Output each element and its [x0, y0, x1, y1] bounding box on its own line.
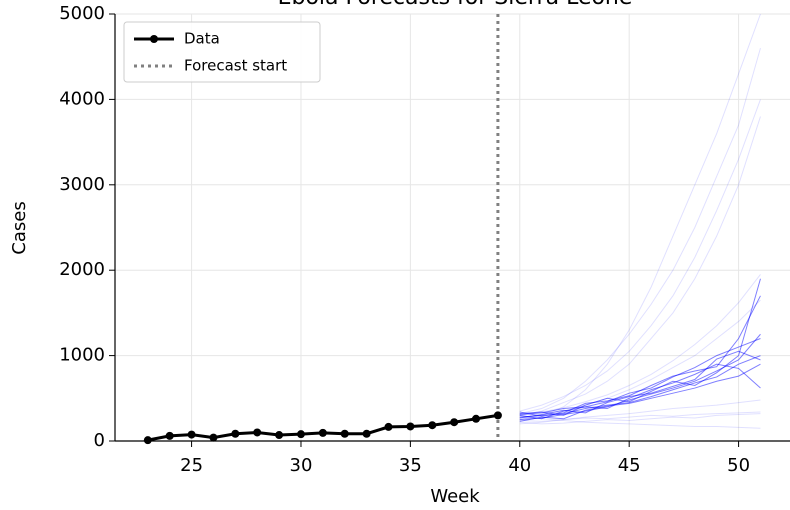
trajectory	[519, 411, 761, 422]
y-tick-label: 1000	[59, 345, 105, 366]
trajectory	[519, 350, 761, 419]
data-point	[275, 431, 284, 440]
trajectory	[519, 299, 761, 420]
legend-box	[123, 21, 321, 83]
x-tick-label: 40	[508, 455, 531, 476]
x-tick-label: 45	[618, 455, 641, 476]
data-point	[143, 436, 152, 445]
data-point	[165, 431, 174, 440]
data-point	[231, 429, 240, 438]
data-point	[450, 418, 459, 427]
y-tick-label: 4000	[59, 88, 105, 109]
x-tick-label: 25	[180, 455, 203, 476]
x-tick-label: 35	[399, 455, 422, 476]
data-point	[340, 429, 349, 438]
data-point	[493, 411, 502, 420]
trajectory	[519, 399, 761, 425]
trajectory	[519, 99, 761, 412]
y-axis-label: Cases	[9, 201, 30, 254]
data-point	[296, 430, 305, 439]
legend-marker	[150, 35, 158, 43]
trajectory	[519, 355, 761, 418]
data-point	[187, 430, 196, 439]
trajectory	[519, 278, 761, 416]
trajectory	[519, 274, 761, 416]
trajectory	[519, 14, 761, 421]
data-point	[384, 422, 393, 431]
legend-label: Forecast start	[184, 57, 287, 75]
trajectory	[519, 416, 761, 429]
trajectory	[519, 363, 761, 422]
data-point	[428, 421, 437, 430]
trajectory	[519, 333, 761, 421]
data-point	[406, 422, 415, 431]
x-tick-label: 50	[727, 455, 750, 476]
y-tick-label: 0	[94, 430, 105, 451]
y-tick-label: 5000	[59, 3, 105, 24]
x-tick-label: 30	[290, 455, 313, 476]
data-point	[253, 428, 262, 437]
trajectory	[519, 338, 761, 416]
y-tick-label: 2000	[59, 259, 105, 280]
legend-label: Data	[184, 30, 220, 48]
y-tick-label: 3000	[59, 174, 105, 195]
trajectory	[519, 116, 761, 416]
data-point	[209, 433, 218, 442]
x-axis-label: Week	[430, 486, 480, 507]
trajectory	[519, 413, 761, 425]
trajectory	[519, 48, 761, 415]
data-point	[318, 428, 327, 437]
trajectory	[519, 363, 761, 420]
data-point	[472, 414, 481, 423]
data-point	[362, 429, 371, 438]
